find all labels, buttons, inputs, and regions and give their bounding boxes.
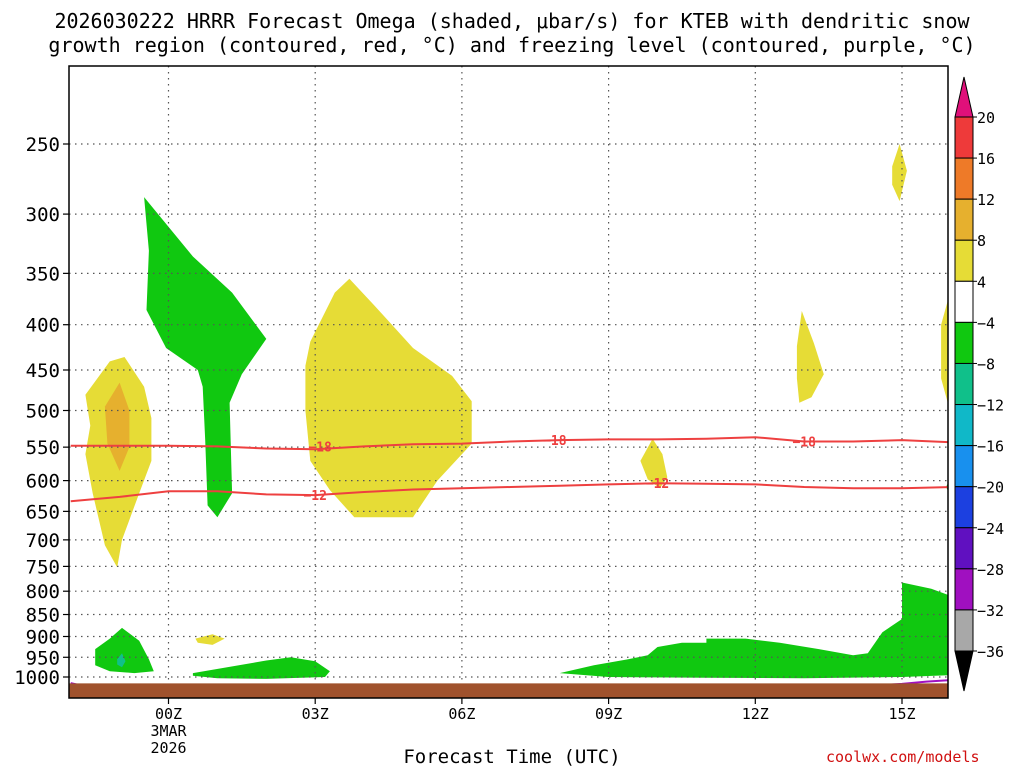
omega-shaded-regions [85,144,948,679]
x-tick-label-15: 15Z [888,705,915,723]
colorbar-segment-6 [954,362,974,406]
y-tick-label-650: 650 [26,501,60,523]
omega-region-9 [796,311,824,403]
contour-minus18 [70,436,948,451]
y-tick-label-400: 400 [26,315,60,337]
omega-region-10 [892,144,907,202]
y-tick-label-850: 850 [26,605,60,627]
colorbar-label-7: −12 [977,397,1004,415]
contour-label-2: −18 [792,436,816,451]
colorbar-label-6: −8 [977,355,995,373]
colorbar-segment-11 [954,568,974,611]
pressure-axis: 2503003504004505005506006507007508008509… [14,134,69,689]
omega-region-6 [195,634,225,645]
y-tick-label-1000: 1000 [14,667,60,689]
temperature-contours: −18 −18 −18 −12 −12 [70,434,948,687]
colorbar: 20 16 12 8 4 −4 −8 −12 −16 −20 −24 −28 −32 −36 [954,76,1004,692]
omega-region-13 [559,582,948,679]
ground-layer [69,683,948,698]
colorbar-segment-4 [954,280,974,323]
site-credit: coolwx.com/models [826,748,980,766]
colorbar-segment-0 [954,116,974,159]
colorbar-label-8: −16 [977,438,1004,456]
grid-lines [69,66,948,698]
colorbar-segment-8 [954,445,974,488]
colorbar-label-12: −32 [977,602,1004,620]
x-tick-label-0: 00Z [155,705,182,723]
omega-region-8 [640,438,668,489]
colorbar-segment-10 [954,527,974,570]
colorbar-segment-2 [954,198,974,241]
colorbar-segment-5 [954,321,974,364]
colorbar-segment-12 [954,609,974,652]
y-tick-label-300: 300 [26,204,60,226]
colorbar-label-9: −20 [977,479,1004,497]
chart-title-line1: 2026030222 HRRR Forecast Omega (shaded, … [54,9,970,33]
plot-frame [68,65,949,699]
y-tick-label-550: 550 [26,437,60,459]
x-axis-label: Forecast Time (UTC) [403,746,621,768]
y-tick-label-800: 800 [26,581,60,603]
contour-label-1: −18 [543,434,567,449]
colorbar-label-4: 4 [977,273,986,291]
contour-label-0: −18 [308,440,332,455]
colorbar-segment-7 [954,404,974,447]
omega-region-4 [95,627,154,674]
x-tick-label-12: 12Z [742,705,769,723]
colorbar-top-arrow [954,76,974,118]
omega-region-0 [144,197,267,518]
y-tick-label-600: 600 [26,471,60,493]
colorbar-segment-1 [954,157,974,200]
omega-region-11 [941,299,948,404]
colorbar-label-1: 16 [977,150,995,168]
y-tick-label-900: 900 [26,626,60,648]
colorbar-label-13: −36 [977,643,1004,661]
colorbar-label-3: 8 [977,232,986,250]
x-tick-label-9: 09Z [595,705,622,723]
y-tick-label-250: 250 [26,134,60,156]
colorbar-segment-3 [954,239,974,282]
omega-region-3 [104,382,130,471]
y-tick-label-350: 350 [26,263,60,285]
ground-bar [69,683,948,698]
colorbar-label-10: −24 [977,520,1004,538]
contour-minus12 [70,482,948,503]
colorbar-label-0: 20 [977,109,995,127]
x-tick-label-6: 06Z [448,705,475,723]
x-tick-date: 3MAR [150,722,187,740]
contour-label-3: −12 [303,489,326,504]
y-tick-label-750: 750 [26,556,60,578]
y-tick-label-450: 450 [26,360,60,382]
colorbar-bottom-arrow [954,650,974,692]
colorbar-label-11: −28 [977,561,1004,579]
contour-label-4: −12 [646,477,669,492]
chart-title-line2: growth region (contoured, red, °C) and f… [48,33,976,57]
colorbar-label-2: 12 [977,191,995,209]
colorbar-label-5: −4 [977,314,995,332]
x-tick-year: 2026 [150,739,186,757]
omega-region-7 [192,657,330,679]
x-tick-label-3: 03Z [302,705,329,723]
y-tick-label-700: 700 [26,530,60,552]
colorbar-segment-9 [954,486,974,529]
y-tick-label-950: 950 [26,647,60,669]
y-tick-label-500: 500 [26,401,60,423]
omega-region-1 [305,278,472,518]
